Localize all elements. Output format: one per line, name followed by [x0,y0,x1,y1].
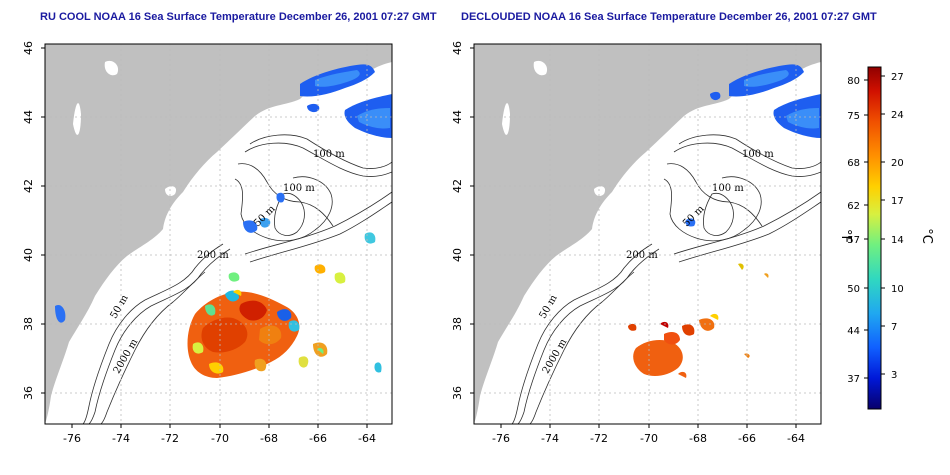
lat-tick: 36 [22,386,35,400]
lat-tick: 40 [451,248,464,262]
lon-tick: -70 [211,432,229,445]
lat-tick: 46 [451,41,464,55]
f-tick: 50 [847,284,860,295]
left-map-frame [44,43,393,425]
lat-tick: 44 [22,110,35,124]
celsius-unit-label: °C [919,228,934,244]
right-map-frame [473,43,822,425]
lon-tick: -68 [689,432,707,445]
f-tick: 37 [847,374,860,385]
lon-tick: -76 [63,432,81,445]
lat-tick: 42 [22,179,35,193]
lon-tick: -74 [541,432,559,445]
f-tick: 68 [847,158,860,169]
right-map-panel: 100 m 100 m 50 m 200 m 50 m 2000 m [451,41,822,445]
lon-tick: -66 [309,432,327,445]
contour-label-100m-bank: 100 m [712,183,744,194]
f-tick: 57 [847,235,860,246]
c-tick: 20 [891,158,904,169]
lat-tick: 44 [451,110,464,124]
right-map-title: DECLOUDED NOAA 16 Sea Surface Temperatur… [461,11,877,23]
right-grid [474,44,821,424]
f-tick: 80 [847,76,860,87]
lon-tick: -64 [787,432,805,445]
f-tick: 75 [847,111,860,122]
c-tick: 24 [891,110,904,121]
lon-tick: -72 [590,432,608,445]
f-tick: 62 [847,201,860,212]
c-tick: 27 [891,72,904,83]
temperature-colorbar: 80 75 68 62 57 50 44 37 27 24 20 17 14 1… [838,66,934,410]
c-tick: 14 [891,235,904,246]
sst-cold-patches-right [685,64,821,227]
fahrenheit-unit-label: °F [838,229,853,243]
c-tick: 17 [891,196,904,207]
lat-tick: 38 [451,317,464,331]
right-lat-axis: 36 38 40 42 44 46 [451,41,464,400]
contour-label-200m: 200 m [197,250,229,261]
contour-label-100m-north: 100 m [313,149,345,160]
left-lon-axis: -76 -74 -72 -70 -68 -66 -64 [63,432,376,445]
sst-warm-patches-right [628,263,769,378]
fahrenheit-ticks: 80 75 68 62 57 50 44 37 [847,76,860,385]
lon-tick: -72 [161,432,179,445]
sst-warm-patches-left [187,264,382,378]
lat-tick: 42 [451,179,464,193]
lat-tick: 38 [22,317,35,331]
colorbar-gradient [867,66,882,410]
contour-label-100m-bank: 100 m [283,183,315,194]
contour-label-100m-north: 100 m [742,149,774,160]
c-tick: 3 [891,370,897,381]
lon-tick: -74 [112,432,130,445]
lon-tick: -66 [738,432,756,445]
c-tick: 7 [891,322,897,333]
f-tick: 44 [847,326,860,337]
lon-tick: -68 [260,432,278,445]
c-tick: 10 [891,284,904,295]
contour-label-200m: 200 m [626,250,658,261]
sst-cold-patches-left [55,64,392,323]
lon-tick: -76 [492,432,510,445]
left-map-title: RU COOL NOAA 16 Sea Surface Temperature … [40,11,437,23]
lat-tick: 40 [22,248,35,262]
celsius-ticks: 27 24 20 17 14 10 7 3 [891,72,904,381]
right-lon-axis: -76 -74 -72 -70 -68 -66 -64 [492,432,805,445]
lon-tick: -64 [358,432,376,445]
left-grid [45,44,392,424]
lat-tick: 36 [451,386,464,400]
left-map-panel: 100 m 100 m 50 m 200 m 50 m 2000 m [22,41,393,445]
lon-tick: -70 [640,432,658,445]
left-lat-axis: 36 38 40 42 44 46 [22,41,35,400]
lat-tick: 46 [22,41,35,55]
